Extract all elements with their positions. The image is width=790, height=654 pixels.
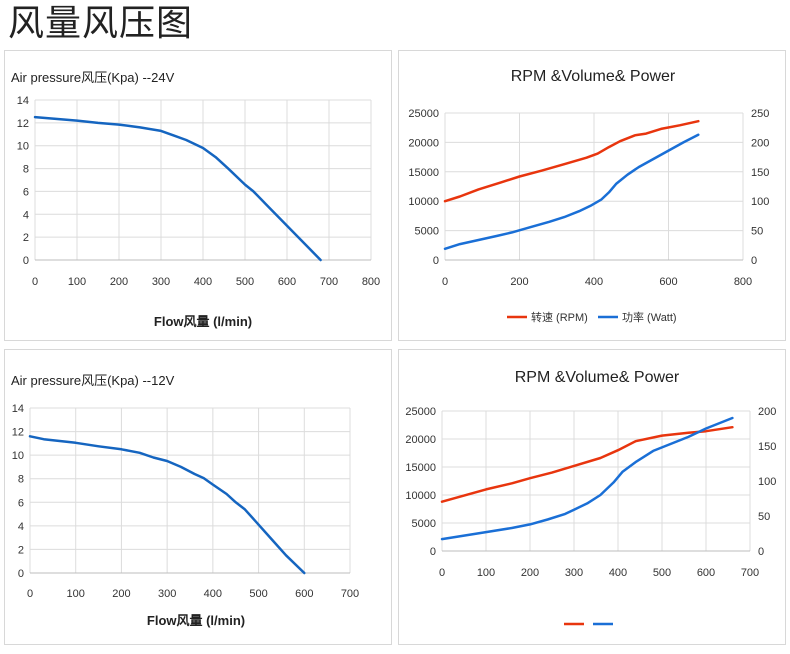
x-tick-label: 200 — [510, 276, 528, 288]
x-tick-label: 200 — [112, 588, 130, 600]
x-tick-label: 0 — [439, 567, 445, 579]
y2-tick-label: 100 — [758, 476, 776, 488]
y-tick-label: 8 — [18, 474, 24, 486]
x-tick-label: 0 — [32, 276, 38, 288]
x-axis-label: Flow风量 (l/min) — [154, 314, 252, 329]
y-tick-label: 15000 — [405, 462, 436, 474]
x-tick-label: 300 — [152, 276, 170, 288]
x-axis-label: Flow风量 (l/min) — [147, 613, 245, 628]
x-tick-label: 100 — [67, 588, 85, 600]
y-tick-label: 10 — [12, 450, 24, 462]
x-tick-label: 200 — [521, 567, 539, 579]
y-tick-label: 4 — [23, 209, 29, 221]
y-tick-label: 0 — [430, 546, 436, 558]
x-tick-label: 800 — [734, 276, 752, 288]
y-tick-label: 12 — [17, 118, 29, 130]
y-tick-label: 0 — [433, 255, 439, 267]
page-title: 风量风压图 — [8, 3, 194, 44]
y-tick-label: 12 — [12, 427, 24, 439]
y2-tick-label: 250 — [751, 108, 769, 120]
x-tick-label: 300 — [565, 567, 583, 579]
y-tick-label: 10 — [17, 141, 29, 153]
x-tick-label: 400 — [194, 276, 212, 288]
x-tick-label: 400 — [609, 567, 627, 579]
y-tick-label: 6 — [18, 497, 24, 509]
y-tick-label: 14 — [17, 95, 29, 107]
x-tick-label: 400 — [585, 276, 603, 288]
x-tick-label: 600 — [659, 276, 677, 288]
y-tick-label: 2 — [23, 232, 29, 244]
x-tick-label: 500 — [653, 567, 671, 579]
x-tick-label: 200 — [110, 276, 128, 288]
chart-title: RPM &Volume& Power — [515, 369, 680, 386]
y2-tick-label: 50 — [751, 226, 763, 238]
y-tick-label: 0 — [18, 568, 24, 580]
chart-title: Air pressure风压(Kpa) --24V — [11, 70, 175, 85]
y-tick-label: 8 — [23, 164, 29, 176]
chart-panel-pressure-24v — [4, 50, 392, 341]
legend-label: 功率 (Watt) — [622, 310, 677, 324]
x-tick-label: 0 — [442, 276, 448, 288]
x-tick-label: 600 — [278, 276, 296, 288]
x-tick-label: 100 — [477, 567, 495, 579]
y-tick-label: 0 — [23, 255, 29, 267]
y2-tick-label: 50 — [758, 511, 770, 523]
y2-tick-label: 200 — [751, 137, 769, 149]
x-tick-label: 700 — [320, 276, 338, 288]
x-tick-label: 600 — [295, 588, 313, 600]
y-tick-label: 14 — [12, 403, 24, 415]
y-tick-label: 10000 — [408, 196, 439, 208]
y2-tick-label: 150 — [758, 441, 776, 453]
x-tick-label: 100 — [68, 276, 86, 288]
x-tick-label: 500 — [249, 588, 267, 600]
y-tick-label: 25000 — [408, 108, 439, 120]
y-tick-label: 6 — [23, 186, 29, 198]
chart-title: RPM &Volume& Power — [511, 68, 676, 85]
y-tick-label: 20000 — [405, 434, 436, 446]
series-line — [443, 133, 700, 251]
x-tick-label: 300 — [158, 588, 176, 600]
y-tick-label: 10000 — [405, 490, 436, 502]
y2-tick-label: 100 — [751, 196, 769, 208]
y-tick-label: 2 — [18, 544, 24, 556]
x-tick-label: 400 — [204, 588, 222, 600]
chart-panel-pressure-12v — [4, 349, 392, 645]
y2-tick-label: 150 — [751, 167, 769, 179]
x-tick-label: 500 — [236, 276, 254, 288]
x-tick-label: 600 — [697, 567, 715, 579]
y-tick-label: 25000 — [405, 406, 436, 418]
x-tick-label: 0 — [27, 588, 33, 600]
series-line — [33, 115, 322, 262]
x-tick-label: 700 — [341, 588, 359, 600]
y-tick-label: 5000 — [415, 226, 439, 238]
series-line — [443, 119, 700, 203]
series-line — [440, 425, 734, 503]
series-line — [440, 416, 734, 541]
y-tick-label: 20000 — [408, 137, 439, 149]
x-tick-label: 800 — [362, 276, 380, 288]
y-tick-label: 5000 — [412, 518, 436, 530]
chart-title: Air pressure风压(Kpa) --12V — [11, 373, 175, 388]
x-tick-label: 700 — [741, 567, 759, 579]
y-tick-label: 15000 — [408, 167, 439, 179]
y2-tick-label: 0 — [758, 546, 764, 558]
series-line — [28, 435, 306, 575]
legend-label: 转速 (RPM) — [531, 310, 588, 324]
y-tick-label: 4 — [18, 521, 24, 533]
y2-tick-label: 200 — [758, 406, 776, 418]
y2-tick-label: 0 — [751, 255, 757, 267]
